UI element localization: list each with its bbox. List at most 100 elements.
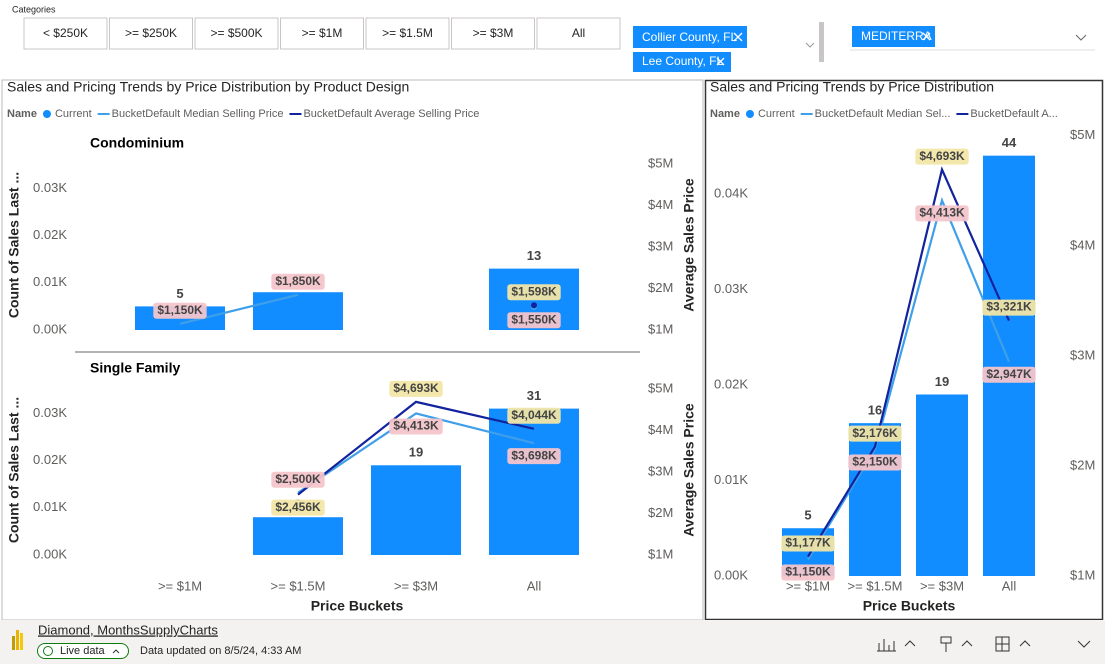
value-label: $3,321K <box>986 300 1032 314</box>
live-status: Live data <box>60 645 106 657</box>
legend-marker <box>42 110 51 118</box>
app-icon <box>20 633 23 650</box>
y2-tick-label: $2M <box>1070 457 1095 472</box>
x-tick-label: >= $3M <box>394 578 438 593</box>
y2-tick-label: $1M <box>1070 567 1095 582</box>
live-icon <box>43 646 53 656</box>
filter-button[interactable] <box>451 17 535 50</box>
y-tick-label: 0.01K <box>33 274 67 289</box>
value-label: $4,413K <box>393 419 439 433</box>
y2-tick-label: $1M <box>648 546 673 561</box>
value-label-box <box>982 366 1036 383</box>
chip-label: Collier County, FL <box>642 30 737 44</box>
filter-button-label: All <box>572 26 585 40</box>
y-axis-title: Count of Sales Last ... <box>6 172 22 318</box>
line <box>297 400 535 496</box>
value-label-box <box>507 448 561 465</box>
legend-label: BucketDefault Median Selling Price <box>112 108 284 120</box>
filter-button[interactable] <box>194 17 279 50</box>
y-tick-label: 0.03K <box>33 180 67 195</box>
value-label-box <box>271 273 325 290</box>
dropdown-chevron[interactable] <box>805 42 815 48</box>
y-tick-label: 0.04K <box>714 185 748 200</box>
value-label-box <box>982 299 1036 316</box>
filter-button[interactable] <box>109 17 193 50</box>
dropdown-chevron[interactable] <box>1075 34 1087 41</box>
x-tick-label: >= $1.5M <box>271 578 326 593</box>
x-tick-label: >= $1.5M <box>848 578 903 593</box>
value-label: $4,693K <box>919 149 965 163</box>
value-label-box <box>507 407 561 424</box>
filter-button[interactable] <box>23 17 108 50</box>
chip[interactable] <box>852 26 935 47</box>
filter-button[interactable] <box>280 17 364 50</box>
legend-title: Name <box>710 108 740 120</box>
update-time: Data updated on 8/5/24, 4:33 AM <box>140 645 301 657</box>
chevron[interactable] <box>904 640 1091 648</box>
value-label-box <box>271 471 325 488</box>
legend-title: Name <box>7 108 37 120</box>
x-tick-label: All <box>1002 578 1017 593</box>
value-label-box <box>781 535 835 552</box>
chip-remove[interactable] <box>922 32 931 41</box>
y2-tick-label: $1M <box>648 321 673 336</box>
filter-button-label: < $250K <box>43 26 88 40</box>
chip[interactable] <box>633 52 731 72</box>
y-axis-title: Count of Sales Last ... <box>6 397 22 543</box>
layout-icon[interactable] <box>995 636 1010 652</box>
y2-tick-label: $2M <box>648 505 673 520</box>
live-pill[interactable] <box>37 643 129 659</box>
y2-tick-label: $5M <box>1070 127 1095 142</box>
y2-axis-title: Average Sales Price <box>681 178 697 312</box>
chip-remove[interactable] <box>716 57 725 66</box>
value-label-box <box>271 499 325 516</box>
filter-button[interactable] <box>536 17 621 50</box>
value-label: $1,150K <box>157 303 203 317</box>
value-label: $1,598K <box>511 284 557 298</box>
line <box>179 293 299 325</box>
panel-title: Condominium <box>90 135 184 151</box>
y-tick-label: 0.02K <box>33 227 67 242</box>
filter-button[interactable] <box>365 17 450 50</box>
y2-tick-label: $4M <box>648 197 673 212</box>
chip[interactable] <box>633 26 747 48</box>
chip-label: MEDITERRA <box>861 29 932 43</box>
legend-label: Current <box>55 108 92 120</box>
y2-tick-label: $3M <box>648 464 673 479</box>
value-label-box <box>848 425 902 442</box>
line-point <box>531 302 537 309</box>
bar-label: 5 <box>176 286 183 301</box>
visual-frame <box>704 79 1104 621</box>
value-label: $2,500K <box>275 472 321 486</box>
y-tick-label: 0.01K <box>714 472 748 487</box>
plug-icon[interactable] <box>940 636 952 652</box>
value-label-box <box>915 205 969 222</box>
report-name[interactable]: Diamond, MonthsSupplyCharts <box>38 622 218 637</box>
filter-button-label: >= $250K <box>125 26 177 40</box>
y2-tick-label: $4M <box>648 422 673 437</box>
value-label-box <box>507 284 561 301</box>
chip-remove[interactable] <box>733 32 743 42</box>
visual-icon[interactable] <box>877 639 896 652</box>
charts: Sales and Pricing Trends by Price Distri… <box>6 79 1096 614</box>
value-label: $2,176K <box>852 426 898 440</box>
value-label: $1,550K <box>511 312 557 326</box>
value-label: $4,413K <box>919 206 965 220</box>
y-tick-label: 0.02K <box>714 376 748 391</box>
filter-button-label: >= $1.5M <box>382 26 433 40</box>
bar <box>253 517 343 555</box>
footer <box>0 620 1105 664</box>
value-label-box <box>781 564 835 581</box>
y-tick-label: 0.01K <box>33 499 67 514</box>
bar-label: 13 <box>527 248 541 263</box>
filter-button-label: >= $3M <box>473 26 514 40</box>
y-tick-label: 0.00K <box>33 546 67 561</box>
value-label: $4,044K <box>511 408 557 422</box>
x-tick-label: >= $3M <box>920 578 964 593</box>
y2-tick-label: $3M <box>648 239 673 254</box>
y-tick-label: 0.00K <box>714 567 748 582</box>
bar-label: 19 <box>935 374 949 389</box>
bar <box>489 408 579 555</box>
x-axis-title: Price Buckets <box>863 598 956 614</box>
